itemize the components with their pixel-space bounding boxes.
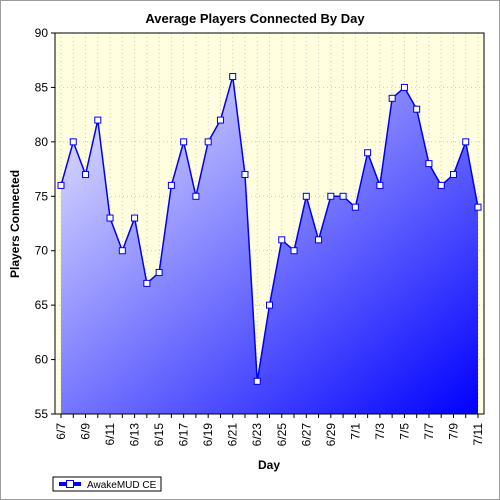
data-point bbox=[315, 236, 323, 244]
data-point bbox=[167, 181, 175, 189]
x-tick-label: 6/21 bbox=[226, 423, 240, 447]
data-point bbox=[351, 203, 359, 211]
data-point bbox=[327, 192, 335, 200]
data-point bbox=[339, 192, 347, 200]
x-tick-label: 6/27 bbox=[299, 423, 313, 447]
x-tick-label: 7/9 bbox=[446, 423, 460, 440]
data-point bbox=[131, 214, 139, 222]
data-point bbox=[449, 171, 457, 179]
data-point bbox=[474, 203, 482, 211]
y-tick-label: 70 bbox=[35, 244, 49, 258]
x-axis-ticks: 6/7 6/9 6/11 6/13 6/15 6/17 6/19 6/21 6/23 6/25 6/… bbox=[54, 414, 485, 446]
legend: AwakeMUD CE bbox=[52, 476, 162, 492]
y-tick-label: 90 bbox=[35, 26, 49, 40]
x-tick-label: 6/15 bbox=[152, 423, 166, 447]
x-tick-label: 7/3 bbox=[373, 423, 387, 440]
data-point bbox=[253, 377, 261, 385]
data-point bbox=[94, 116, 102, 124]
data-point bbox=[376, 181, 384, 189]
data-point bbox=[229, 73, 237, 81]
data-point bbox=[192, 192, 200, 200]
data-point bbox=[413, 105, 421, 113]
x-tick-label: 7/7 bbox=[422, 423, 436, 440]
x-tick-label: 7/11 bbox=[471, 423, 485, 446]
data-point bbox=[216, 116, 224, 124]
data-point bbox=[388, 94, 396, 102]
data-point bbox=[462, 138, 470, 146]
y-tick-label: 85 bbox=[35, 80, 49, 94]
data-point bbox=[364, 149, 372, 157]
y-tick-label: 65 bbox=[35, 298, 49, 312]
series-area bbox=[61, 76, 478, 414]
x-tick-label: 6/25 bbox=[275, 423, 289, 447]
data-point bbox=[290, 247, 298, 255]
y-axis-ticks: 55 60 65 70 75 80 85 90 bbox=[35, 26, 55, 421]
data-point bbox=[437, 181, 445, 189]
data-point bbox=[278, 236, 286, 244]
data-point bbox=[57, 181, 65, 189]
data-point bbox=[400, 83, 408, 91]
y-tick-label: 60 bbox=[35, 353, 49, 367]
data-point bbox=[425, 160, 433, 168]
legend-label: AwakeMUD CE bbox=[87, 480, 157, 491]
data-point bbox=[118, 247, 126, 255]
data-point bbox=[266, 301, 273, 309]
data-point bbox=[69, 138, 77, 146]
x-tick-label: 7/1 bbox=[348, 423, 362, 440]
x-tick-label: 6/23 bbox=[250, 423, 264, 447]
x-tick-label: 6/9 bbox=[79, 423, 93, 440]
data-point bbox=[106, 214, 114, 222]
data-point bbox=[180, 138, 188, 146]
y-axis-label: Players Connected bbox=[8, 170, 22, 278]
legend-box bbox=[52, 476, 162, 492]
data-point bbox=[204, 138, 212, 146]
data-point bbox=[82, 171, 90, 179]
x-tick-label: 6/7 bbox=[54, 423, 68, 440]
x-tick-label: 6/17 bbox=[177, 423, 191, 447]
x-tick-label: 6/29 bbox=[324, 423, 338, 447]
data-point bbox=[241, 171, 249, 179]
data-points bbox=[57, 73, 482, 385]
y-tick-label: 55 bbox=[35, 407, 49, 421]
chart-title: Average Players Connected By Day bbox=[145, 11, 365, 26]
x-axis-label: Day bbox=[258, 458, 280, 472]
x-tick-label: 6/13 bbox=[128, 423, 142, 447]
data-point bbox=[155, 268, 163, 276]
y-tick-label: 75 bbox=[35, 189, 49, 203]
y-tick-label: 80 bbox=[35, 135, 49, 149]
legend-marker-swatch bbox=[66, 480, 74, 488]
x-tick-label: 6/11 bbox=[103, 423, 117, 446]
data-point bbox=[302, 192, 310, 200]
data-point bbox=[143, 279, 151, 287]
x-tick-label: 6/19 bbox=[201, 423, 215, 447]
x-tick-label: 7/5 bbox=[397, 423, 411, 440]
